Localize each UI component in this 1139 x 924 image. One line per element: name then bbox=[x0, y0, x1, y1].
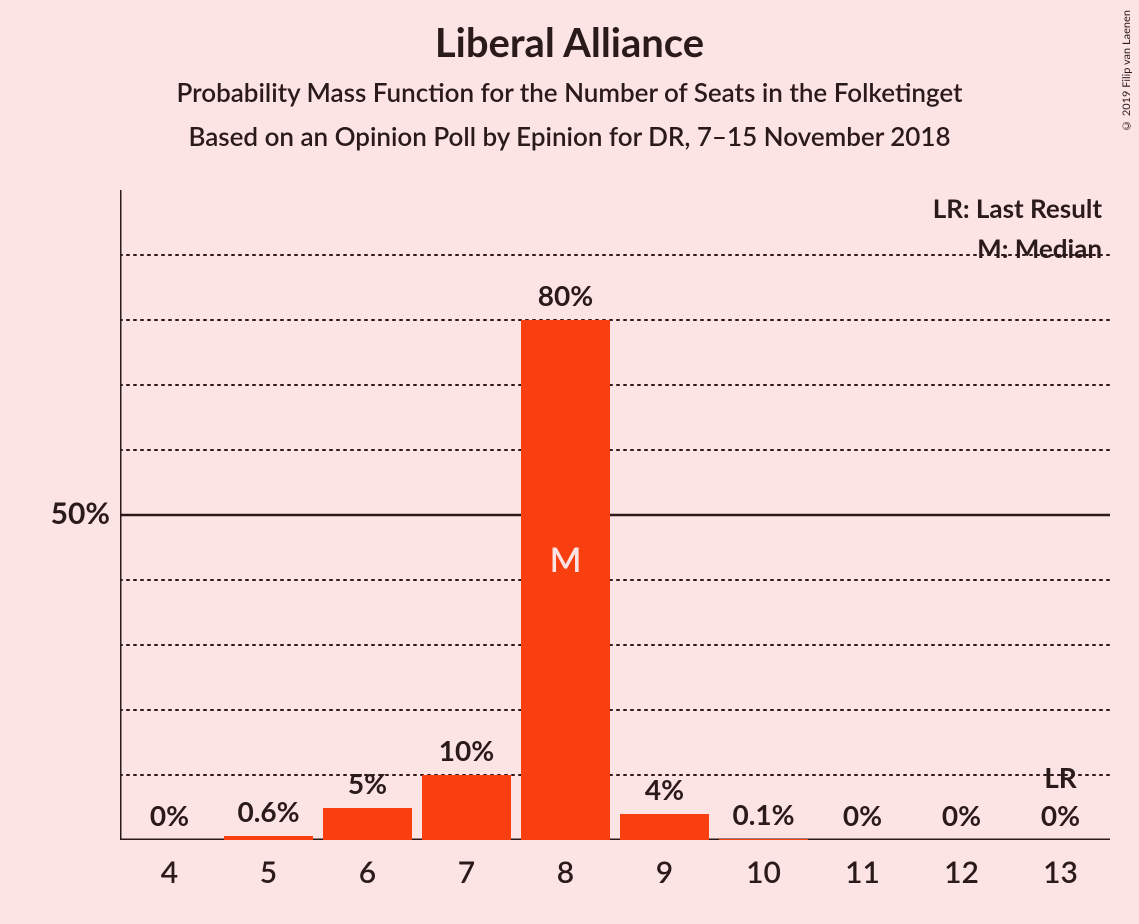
x-axis-tick-label: 4 bbox=[161, 854, 178, 890]
copyright-text: © 2019 Filip van Laenen bbox=[1120, 10, 1133, 132]
bar-value-label: 4% bbox=[645, 772, 684, 806]
chart-title: Liberal Alliance bbox=[0, 0, 1139, 66]
legend-m: M: Median bbox=[977, 232, 1102, 264]
bar-value-label: 0% bbox=[1041, 798, 1080, 832]
chart-plot-area: 0% 0.6% 5% 10% 80% M 4% 0.1% 0% 0% 0% LR LR: Last R… bbox=[120, 190, 1110, 840]
x-axis-tick-label: 12 bbox=[944, 854, 979, 890]
bar-value-label: 0% bbox=[942, 798, 981, 832]
chart-subtitle-2: Based on an Opinion Poll by Epinion for … bbox=[0, 120, 1139, 152]
chart-subtitle-1: Probability Mass Function for the Number… bbox=[0, 76, 1139, 108]
bar bbox=[224, 836, 313, 840]
bar bbox=[323, 808, 412, 841]
x-axis-tick-label: 11 bbox=[845, 854, 880, 890]
x-axis-tick-label: 13 bbox=[1043, 854, 1078, 890]
bar bbox=[620, 814, 709, 840]
bar-value-label: 0% bbox=[843, 798, 882, 832]
bar-value-label: 0% bbox=[150, 798, 189, 832]
bar bbox=[719, 839, 808, 840]
bar bbox=[422, 775, 511, 840]
median-marker: M bbox=[550, 539, 582, 580]
bar bbox=[521, 320, 610, 840]
bar-value-label: 80% bbox=[538, 278, 593, 312]
bar-value-label: 0.6% bbox=[237, 794, 299, 828]
lr-marker: LR bbox=[1044, 760, 1077, 794]
legend-lr: LR: Last Result bbox=[933, 192, 1102, 224]
bar-value-label: 0.1% bbox=[732, 797, 794, 831]
bar-value-label: 10% bbox=[439, 733, 494, 767]
x-axis-tick-label: 8 bbox=[557, 854, 574, 890]
bar-value-label: 5% bbox=[348, 766, 387, 800]
chart-bars: 0% 0.6% 5% 10% 80% M 4% 0.1% 0% 0% 0% LR bbox=[120, 190, 1110, 840]
x-axis-tick-label: 10 bbox=[746, 854, 781, 890]
x-axis-tick-label: 5 bbox=[260, 854, 277, 890]
y-axis-tick-label: 50% bbox=[20, 495, 110, 531]
x-axis-tick-label: 6 bbox=[359, 854, 376, 890]
x-axis-tick-label: 7 bbox=[458, 854, 475, 890]
x-axis-tick-label: 9 bbox=[656, 854, 673, 890]
